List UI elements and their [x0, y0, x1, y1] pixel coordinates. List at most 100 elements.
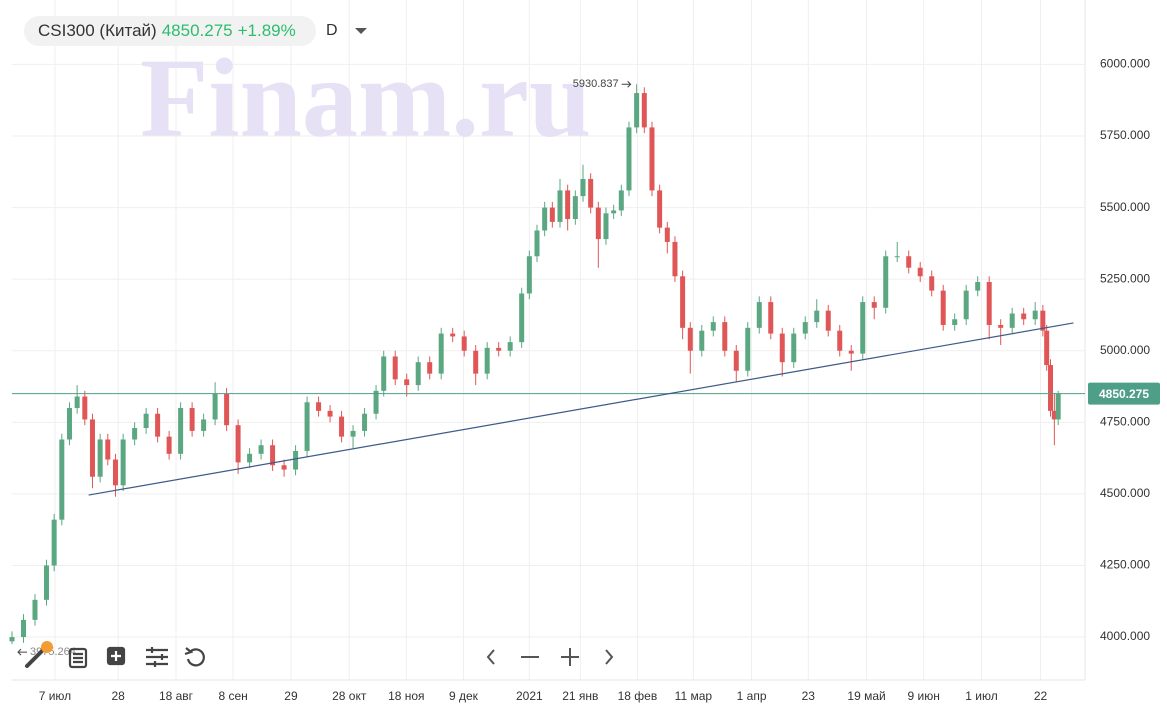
- y-tick-label: 5750.000: [1100, 128, 1150, 142]
- candle-body: [917, 267, 923, 277]
- navigation[interactable]: [486, 648, 614, 666]
- candle-body: [20, 619, 26, 638]
- candle-body: [97, 439, 103, 477]
- candle-body: [392, 356, 398, 380]
- x-tick-label: 28: [111, 689, 125, 703]
- candle-body: [66, 408, 72, 440]
- candle-body: [461, 336, 467, 351]
- candle-body: [611, 210, 617, 214]
- candle-body: [350, 430, 356, 437]
- candle-body: [634, 93, 640, 128]
- candle-body: [745, 327, 751, 371]
- candle-body: [473, 350, 479, 374]
- y-tick-label: 5500.000: [1100, 200, 1150, 214]
- candle-body: [952, 319, 958, 325]
- candle-body: [572, 196, 578, 220]
- candle-body: [1009, 313, 1015, 328]
- candle-body: [722, 322, 728, 351]
- candle-body: [404, 379, 410, 386]
- candle-body: [649, 127, 655, 191]
- candle-body: [894, 256, 900, 258]
- x-tick-label: 19 май: [847, 689, 885, 703]
- candle-body: [657, 190, 663, 228]
- y-tick-label: 4250.000: [1100, 558, 1150, 572]
- candle-body: [270, 445, 276, 466]
- x-tick-label: 9 дек: [449, 689, 479, 703]
- candle-body: [768, 302, 774, 334]
- candle-body: [848, 350, 854, 354]
- candle-body: [1048, 365, 1054, 411]
- candle-body: [304, 402, 310, 451]
- candle-body: [427, 362, 433, 374]
- candle-body: [201, 419, 207, 431]
- candle-body: [43, 565, 49, 600]
- candle-body: [224, 393, 230, 426]
- candle-body: [986, 282, 992, 325]
- candle-body: [680, 276, 686, 328]
- x-tick-label: 1 апр: [737, 689, 767, 703]
- candle-body: [281, 465, 287, 470]
- candle-body: [595, 207, 601, 240]
- candle-body: [339, 416, 345, 437]
- price-change: +1.89%: [237, 21, 296, 40]
- candle-body: [998, 324, 1004, 328]
- x-tick-label: 29: [284, 689, 298, 703]
- candle-body: [316, 402, 322, 411]
- candle-body: [59, 439, 65, 520]
- annotation-arrow: [17, 648, 27, 656]
- candle-body: [166, 436, 172, 454]
- candle-body: [618, 190, 624, 211]
- candle-body: [565, 190, 571, 220]
- candle-body: [381, 356, 387, 391]
- max-annotation: 5930.837: [573, 78, 619, 90]
- last-price-label: 4850.275: [1099, 387, 1149, 401]
- x-tick-label: 7 июл: [39, 689, 71, 703]
- candle-body: [825, 310, 831, 331]
- candle-body: [1040, 310, 1046, 331]
- candle-body: [687, 327, 693, 351]
- x-tick-label: 1 июл: [965, 689, 997, 703]
- candle-body: [484, 347, 490, 374]
- y-tick-label: 6000.000: [1100, 57, 1150, 71]
- candle-body: [32, 599, 38, 620]
- candle-body: [9, 637, 15, 642]
- candle-body: [791, 333, 797, 363]
- candle-body: [641, 93, 647, 128]
- drawing-tools[interactable]: [25, 641, 205, 669]
- candle-body: [1021, 313, 1027, 320]
- candle-body: [871, 302, 877, 308]
- x-tick-label: 8 сен: [218, 689, 247, 703]
- dropdown-arrow[interactable]: [355, 28, 367, 34]
- candle-body: [603, 213, 609, 240]
- candle-body: [143, 413, 149, 429]
- candle-body: [580, 178, 586, 197]
- candle-body: [883, 256, 889, 308]
- candle-body: [89, 419, 95, 477]
- x-tick-label: 23: [802, 689, 816, 703]
- candle-body: [733, 350, 739, 371]
- candle-body: [155, 413, 161, 437]
- candle-body: [496, 347, 502, 351]
- x-tick-label: 18 ноя: [388, 689, 424, 703]
- candle-body: [507, 342, 513, 351]
- candle-body: [112, 459, 118, 486]
- last-price-box: [1088, 382, 1160, 405]
- timeframe[interactable]: D: [326, 22, 338, 39]
- candle-body: [178, 408, 184, 454]
- x-tick-label: 2021: [516, 689, 543, 703]
- candle-body: [699, 330, 705, 351]
- symbol-header[interactable]: CSI300 (Китай) 4850.275 +1.89%: [24, 16, 316, 46]
- candle-body: [105, 439, 111, 460]
- candle-body: [519, 293, 525, 343]
- candle-body: [526, 256, 532, 294]
- candle-body: [802, 322, 808, 334]
- y-tick-label: 5250.000: [1100, 271, 1150, 285]
- candle-body: [664, 227, 670, 242]
- watermark: Finam.ru: [140, 37, 591, 161]
- candle-body: [247, 453, 253, 463]
- candle-body: [1055, 393, 1061, 420]
- symbol-name: CSI300 (Китай): [38, 21, 157, 40]
- candle-body: [415, 362, 421, 386]
